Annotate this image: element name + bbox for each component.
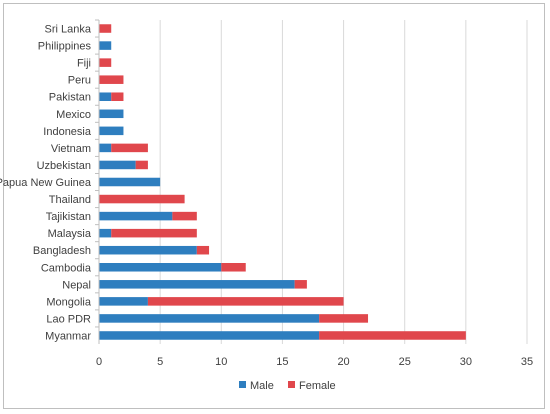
category-label: Sri Lanka	[45, 24, 92, 36]
bar-female	[147, 297, 344, 306]
category-label: Philippines	[38, 41, 92, 53]
category-label: Bangladesh	[33, 245, 91, 257]
bar-male	[99, 126, 124, 136]
bar-female	[111, 228, 197, 238]
bar-male	[99, 41, 112, 50]
bar-female	[111, 92, 124, 101]
bar-male	[99, 143, 112, 153]
bar-male	[99, 331, 320, 340]
bar-male	[99, 314, 320, 323]
bar-male	[99, 177, 161, 187]
category-label: Pakistan	[49, 92, 91, 104]
bar-male	[99, 92, 112, 101]
category-label: Lao PDR	[46, 313, 91, 325]
category-label: Malaysia	[48, 228, 92, 240]
category-label: Fiji	[77, 58, 91, 70]
bar-female	[294, 280, 307, 289]
bar-male	[99, 263, 222, 272]
category-label: Myanmar	[45, 330, 91, 342]
category-label: Vietnam	[51, 143, 91, 155]
category-label: Cambodia	[41, 262, 92, 274]
x-tick-label: 25	[399, 356, 411, 368]
bar-male	[99, 245, 197, 255]
legend-label-male: Male	[250, 380, 274, 392]
legend-label-female: Female	[299, 380, 336, 392]
x-tick-label: 35	[521, 356, 533, 368]
category-label: Thailand	[49, 194, 91, 206]
x-tick-label: 10	[215, 356, 227, 368]
bar-male	[99, 211, 173, 221]
gridlines	[159, 20, 528, 344]
legend: Male Female	[239, 380, 336, 392]
axes: 0 5 10 15 20 25 30 35 Sri Lanka Philippines Fiji Pe…	[0, 19, 533, 368]
x-tick-label: 0	[96, 356, 102, 368]
x-tick-label: 20	[337, 356, 349, 368]
category-label: Nepal	[62, 279, 91, 291]
bars	[99, 24, 466, 340]
category-label: Indonesia	[43, 126, 92, 138]
bar-female	[111, 143, 148, 153]
category-label: Mongolia	[46, 296, 92, 308]
x-tick-label: 30	[460, 356, 472, 368]
bar-female	[99, 75, 124, 84]
category-label: Uzbekistan	[37, 160, 91, 172]
category-label: Mexico	[56, 109, 91, 121]
category-label: Tajikistan	[46, 211, 91, 223]
category-label: Papua New Guinea	[0, 177, 92, 189]
bar-male	[99, 280, 295, 289]
legend-swatch-female	[288, 381, 295, 388]
bar-female	[135, 160, 148, 170]
chart-frame	[3, 3, 545, 409]
x-tick-label: 15	[276, 356, 288, 368]
bar-female	[99, 24, 112, 33]
bar-male	[99, 228, 112, 238]
bar-female	[99, 194, 185, 204]
bar-female	[319, 331, 466, 340]
bar-male	[99, 160, 136, 170]
bar-male	[99, 297, 148, 306]
bar-male	[99, 109, 124, 119]
bar-female	[319, 314, 369, 323]
category-label: Peru	[68, 75, 91, 87]
bar-female	[196, 245, 210, 255]
bar-female	[172, 211, 197, 221]
bar-female	[99, 58, 112, 67]
bar-female	[221, 263, 246, 272]
x-tick-label: 5	[157, 356, 163, 368]
legend-swatch-male	[239, 381, 246, 388]
